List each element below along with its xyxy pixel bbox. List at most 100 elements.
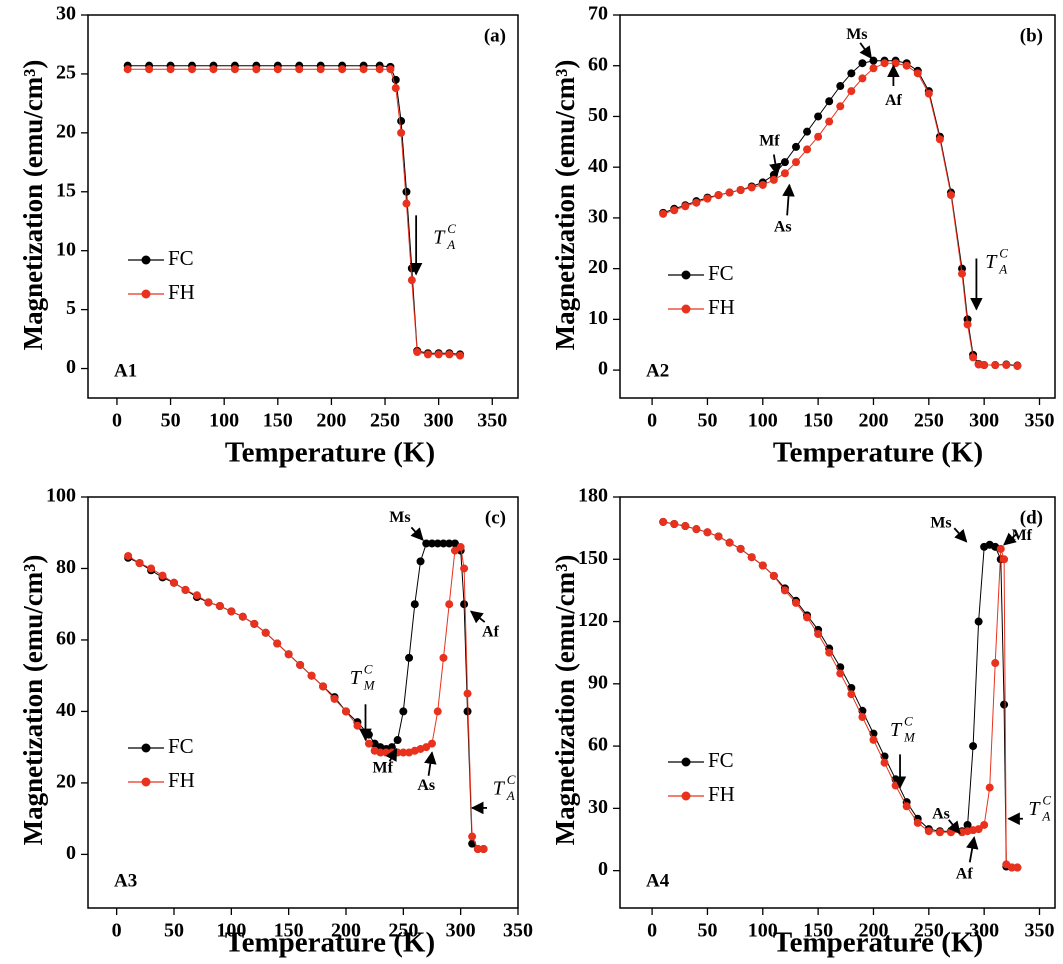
data-point	[963, 820, 972, 829]
data-point	[980, 820, 989, 829]
x-tick-label: 100	[748, 410, 778, 432]
x-tick-label: 350	[1025, 920, 1055, 942]
data-point	[445, 600, 454, 609]
data-point	[836, 669, 845, 678]
data-point	[681, 522, 690, 531]
x-tick-label: 300	[446, 920, 476, 942]
annotation: Ms	[846, 26, 867, 43]
data-point	[825, 97, 834, 106]
data-point	[847, 69, 856, 78]
y-tick-label: 60	[588, 53, 608, 75]
data-point	[123, 65, 132, 74]
y-tick-label: 150	[578, 547, 608, 569]
data-point	[935, 135, 944, 144]
data-point	[836, 102, 845, 111]
data-point	[1000, 700, 1009, 709]
data-point	[703, 528, 712, 537]
data-point	[188, 65, 197, 74]
data-point	[158, 571, 167, 580]
legend-label: FH	[168, 768, 195, 792]
annotation: As	[932, 805, 950, 822]
data-point	[991, 361, 1000, 370]
data-point	[985, 783, 994, 792]
x-tick-label: 150	[803, 920, 833, 942]
data-point	[166, 65, 175, 74]
x-tick-label: 250	[914, 410, 944, 432]
x-tick-label: 50	[697, 920, 717, 942]
data-point	[736, 186, 745, 195]
annotation-sub: M	[363, 677, 376, 692]
annotation-arrow	[953, 527, 968, 543]
y-tick-label: 40	[588, 155, 608, 177]
data-point	[747, 183, 756, 192]
data-point	[338, 65, 347, 74]
data-point	[924, 89, 933, 98]
y-axis-title: Magnetization (emu/cm³)	[550, 60, 580, 351]
x-tick-label: 0	[647, 410, 657, 432]
plot-frame	[619, 14, 1056, 399]
annotation-sup: C	[364, 661, 373, 676]
data-point	[969, 353, 978, 362]
legend-marker	[681, 304, 691, 314]
data-point	[803, 127, 812, 136]
x-tick-label: 150	[803, 410, 833, 432]
data-point	[858, 713, 867, 722]
y-tick-label: 20	[56, 120, 76, 142]
x-tick-label: 0	[647, 920, 657, 942]
data-point	[1002, 361, 1011, 370]
annotation-symbol: T	[985, 251, 998, 273]
y-tick-label: 100	[46, 485, 76, 507]
plot-frame	[619, 496, 1056, 909]
data-point	[422, 743, 431, 752]
data-point	[413, 348, 422, 357]
data-point	[974, 825, 983, 834]
x-axis-title: Temperature (K)	[225, 437, 435, 469]
data-point	[460, 600, 469, 609]
data-point	[434, 350, 443, 359]
data-point	[295, 65, 304, 74]
x-tick-label: 150	[274, 920, 304, 942]
data-point	[791, 158, 800, 167]
x-tick-label: 350	[503, 920, 533, 942]
data-point	[428, 739, 436, 748]
data-point	[913, 69, 922, 78]
data-point	[479, 845, 488, 854]
data-point	[399, 707, 408, 716]
data-point	[780, 158, 789, 167]
x-tick-label: 300	[424, 410, 454, 432]
data-point	[450, 546, 459, 555]
data-point	[456, 351, 465, 360]
y-axis-title: Magnetization (emu/cm³)	[550, 555, 580, 846]
y-tick-label: 30	[588, 206, 608, 228]
annotation-symbol: T	[890, 719, 903, 741]
data-point	[969, 742, 978, 751]
annotation: Mf	[372, 759, 393, 776]
data-point	[758, 561, 767, 570]
data-point	[209, 65, 218, 74]
legend-marker	[681, 270, 691, 280]
annotation: Af	[482, 623, 500, 640]
data-point	[405, 653, 414, 662]
data-point	[252, 65, 261, 74]
y-tick-label: 50	[588, 104, 608, 126]
data-point	[181, 585, 190, 594]
data-point	[902, 802, 911, 811]
x-tick-label: 350	[477, 410, 507, 432]
data-point	[659, 517, 668, 526]
annotation: Af	[956, 865, 974, 882]
annotation-arrow	[424, 751, 437, 776]
data-point	[353, 721, 362, 730]
annotation: Ms	[389, 509, 410, 526]
data-point	[456, 543, 465, 552]
annotation-sub: A	[1041, 808, 1050, 823]
data-point	[847, 87, 856, 96]
data-point	[681, 202, 690, 211]
annotation-arrow	[469, 610, 486, 624]
data-point	[370, 739, 379, 748]
annotation: As	[774, 219, 792, 236]
sample-label: A1	[114, 360, 137, 381]
data-point	[963, 320, 972, 329]
annotation-sub: A	[446, 237, 455, 252]
data-point	[450, 539, 459, 548]
annotation-arrow	[1003, 532, 1017, 546]
